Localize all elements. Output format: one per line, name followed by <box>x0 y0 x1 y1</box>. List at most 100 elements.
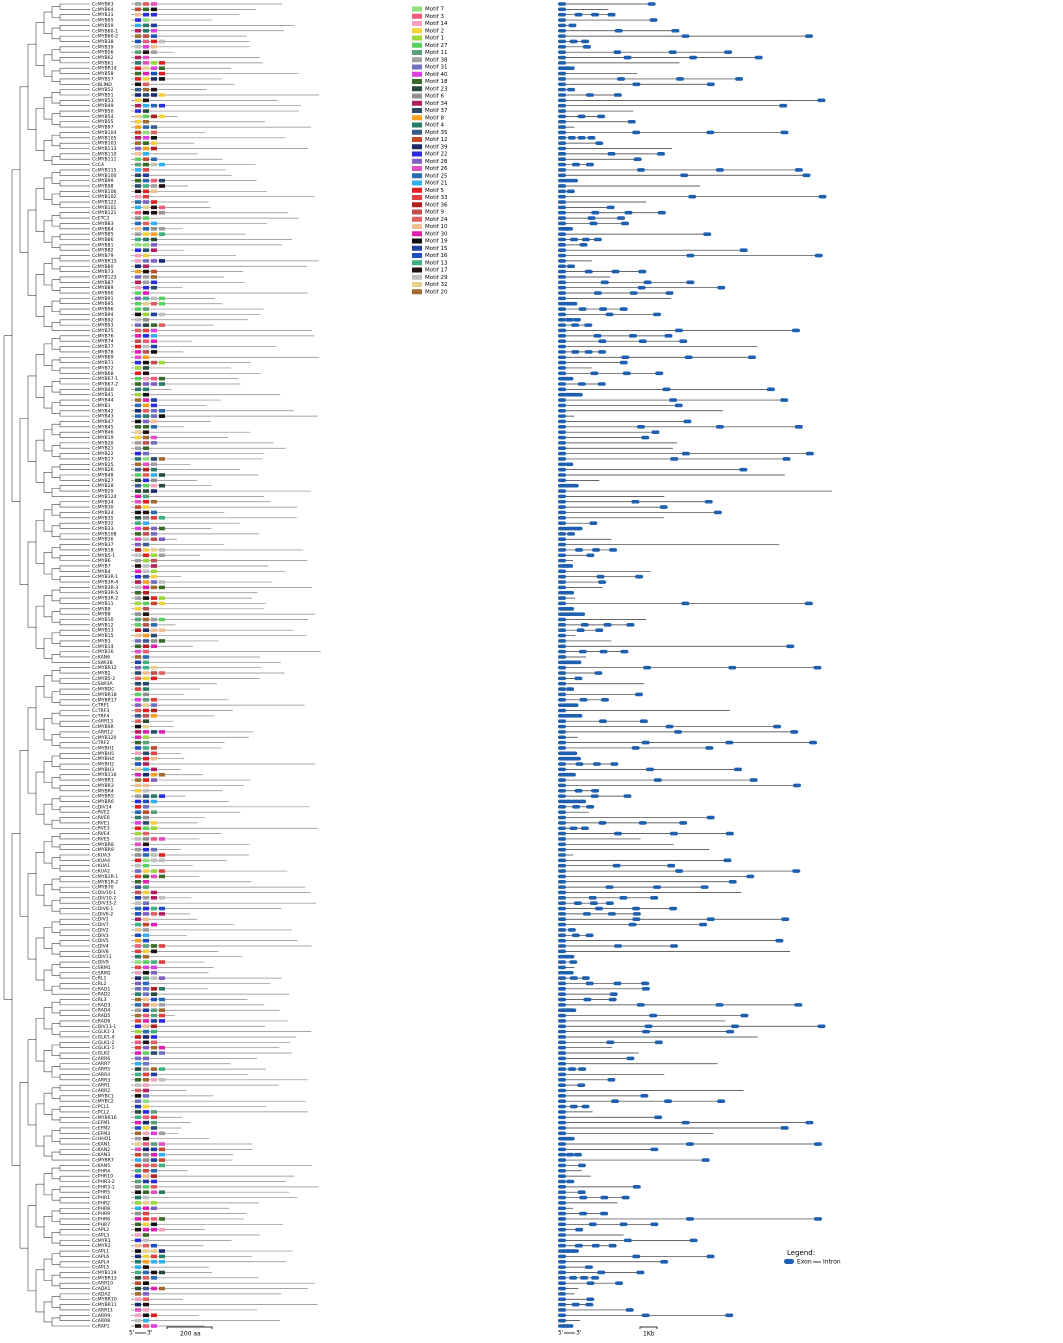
motif-box <box>135 39 141 44</box>
tree-branch <box>59 1229 90 1236</box>
gene-name: CcMYB1R-2 <box>92 879 118 885</box>
tree-branch <box>59 1282 90 1289</box>
gene-name: CcMYB74 <box>92 339 114 345</box>
exon <box>558 339 566 343</box>
exon <box>558 457 566 461</box>
tree-branch <box>43 97 52 120</box>
exon <box>681 34 690 38</box>
motif-box <box>135 1168 141 1173</box>
tree-branch <box>43 1173 52 1196</box>
exon <box>583 997 592 1002</box>
motif-box <box>151 280 157 285</box>
exon <box>681 451 690 456</box>
gene-name: CcMYBR14 <box>92 66 117 72</box>
motif-box <box>135 1211 141 1216</box>
gene-name: CcGLK1-4 <box>92 1034 114 1040</box>
tree-branch <box>51 1151 90 1161</box>
motif-box <box>135 259 141 263</box>
tree-branch <box>59 918 90 925</box>
motif-box <box>143 307 149 311</box>
motif-box <box>135 473 141 477</box>
exon <box>558 532 566 536</box>
exon <box>558 152 566 156</box>
gene-name: CcRVE5 <box>92 836 110 842</box>
exon <box>558 960 566 964</box>
exon <box>558 403 566 408</box>
gene-name: CcPCL2 <box>92 1109 109 1115</box>
exon <box>600 280 609 285</box>
gene-name: CcMYB16 <box>92 649 114 655</box>
motif-box <box>159 360 165 365</box>
gene-name: CcKAN2 <box>92 1147 110 1153</box>
exon <box>566 66 575 71</box>
tree-branch <box>51 1044 60 1057</box>
exon <box>675 869 684 873</box>
tree-branch <box>51 172 60 184</box>
exon <box>739 248 748 253</box>
exon <box>558 1227 566 1232</box>
exon <box>577 612 586 616</box>
exon <box>623 55 632 60</box>
motif-box <box>151 457 157 461</box>
motif-box <box>143 130 149 135</box>
exon <box>558 1302 566 1307</box>
motif-box <box>143 933 149 938</box>
motif-box <box>143 874 149 879</box>
tree-branch <box>43 429 52 452</box>
motif-box <box>135 499 141 504</box>
tree-branch <box>43 1215 52 1238</box>
exon <box>688 194 697 199</box>
motif-box <box>143 837 149 841</box>
exon <box>625 1308 634 1312</box>
motif-box <box>135 478 141 483</box>
exon <box>607 1077 616 1082</box>
gene-name: CcPCL1 <box>92 1104 109 1110</box>
gene-name: CcMYB48 <box>92 472 114 478</box>
gene-name: CcMYB108 <box>92 531 116 537</box>
motif-box <box>135 676 141 681</box>
gene-name: CcMYB3R-3 <box>92 585 118 591</box>
five-prime: 5' <box>558 1330 564 1337</box>
exon <box>607 12 616 17</box>
motif-box <box>135 938 141 943</box>
motif-box <box>151 1152 157 1157</box>
exon <box>558 1158 566 1162</box>
tree-branch <box>43 761 52 784</box>
gene-name: CcKUA3 <box>92 853 110 859</box>
gene-name: CcMYB44 <box>92 398 114 404</box>
motif-box <box>135 831 141 836</box>
motif-box <box>135 987 141 991</box>
motif-box <box>151 435 157 440</box>
gene-name: CcMYR2 <box>92 1243 111 1249</box>
exon <box>628 334 637 338</box>
exon <box>689 1238 698 1243</box>
exon <box>575 548 584 552</box>
motif-box <box>143 285 149 290</box>
motif-box <box>151 2 157 6</box>
exon <box>650 1222 659 1227</box>
tree-branch <box>51 1189 60 1201</box>
motif-box <box>143 328 149 333</box>
gene-name: CcARR6 <box>92 1056 110 1062</box>
exon <box>569 237 578 242</box>
gene-name: CcKAN3 <box>92 1152 110 1158</box>
gene-name: CcRL3 <box>92 997 106 1003</box>
exon <box>558 408 566 413</box>
exon <box>616 216 625 220</box>
exon <box>679 339 688 343</box>
exon <box>558 1233 566 1237</box>
motif-box <box>143 703 149 707</box>
exon <box>558 189 566 194</box>
gene-name: CcTRF4 <box>92 713 109 719</box>
motif-box <box>151 1324 157 1328</box>
tree-branch <box>59 378 90 385</box>
exon <box>681 1120 690 1125</box>
gene-name: CcGLK1-1 <box>92 1045 114 1051</box>
motif-box <box>151 125 157 129</box>
motif-box <box>143 1013 149 1018</box>
motif-box <box>151 1217 157 1221</box>
tree-branch <box>59 565 90 572</box>
exon <box>558 34 566 38</box>
tree-branch <box>59 710 90 717</box>
gene-name: CcSRM2 <box>92 970 111 976</box>
